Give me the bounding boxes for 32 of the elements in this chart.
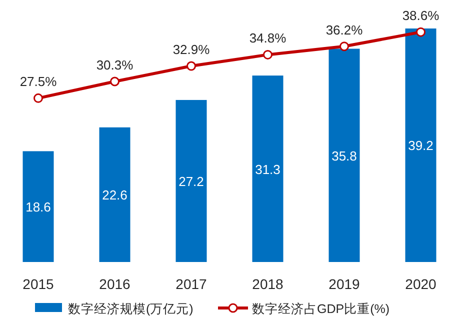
legend-label: 数字经济占GDP比重(%) [252, 301, 390, 316]
x-tick-label: 2018 [252, 276, 284, 292]
data-label: 32.9% [172, 42, 210, 58]
point [340, 42, 349, 52]
data-label: 39.2 [408, 138, 434, 154]
data-label: 30.3% [96, 58, 134, 73]
data-label: 18.6 [26, 200, 51, 215]
data-label: 27.2 [178, 174, 204, 189]
data-label: 34.8% [249, 30, 287, 46]
x-tick-label: 2017 [176, 276, 208, 292]
data-label: 35.8 [332, 148, 357, 164]
point [110, 76, 120, 86]
point [416, 27, 426, 37]
x-tick-label: 2015 [22, 276, 54, 292]
data-label: 36.2% [326, 22, 364, 38]
data-label: 22.6 [102, 188, 128, 203]
bar [99, 127, 130, 262]
data-label: 31.3 [255, 162, 280, 177]
bar [405, 28, 436, 262]
data-label: 38.6% [402, 8, 440, 24]
bar [252, 76, 284, 262]
point [186, 61, 196, 71]
legend-label: 数字经济规模(万亿元) [68, 301, 194, 316]
bar [328, 48, 360, 262]
bar [176, 100, 207, 262]
x-tick-label: 2019 [328, 276, 360, 292]
point [263, 50, 272, 60]
x-tick-label: 2016 [99, 276, 131, 292]
point [34, 93, 43, 103]
bar [22, 151, 54, 262]
x-tick-label: 2020 [405, 276, 437, 292]
data-label: 27.5% [20, 74, 58, 90]
